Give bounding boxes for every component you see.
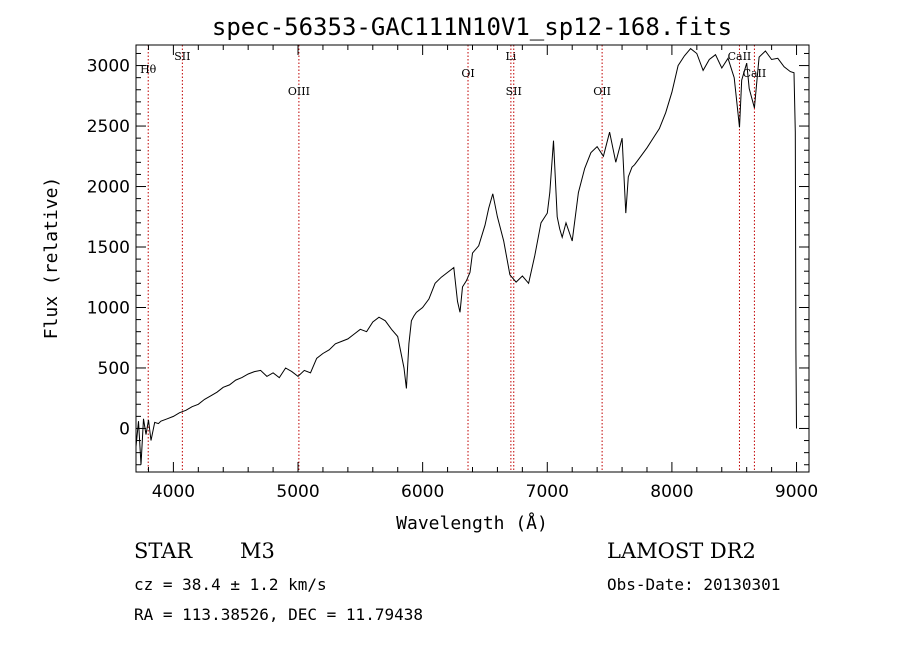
line-marker-label: OI [461, 67, 474, 80]
y-tick-label: 2500 [87, 117, 130, 137]
line-marker-label: CaII [743, 67, 767, 80]
y-tick-label: 0 [119, 419, 130, 439]
plot-frame [135, 44, 810, 473]
x-tick-label: 5000 [276, 482, 319, 502]
x-tick-label: 4000 [152, 482, 195, 502]
x-tick-label: 8000 [650, 482, 693, 502]
line-marker-label: SII [174, 50, 190, 63]
x-tick-label: 9000 [775, 482, 818, 502]
y-tick-label: 1000 [87, 298, 130, 318]
line-marker-label: Li [505, 50, 516, 63]
survey-name: LAMOST DR2 [607, 539, 756, 563]
spectral-line-markers: Hθ SII OIII OI Li SII OII CaII CaII [140, 45, 766, 472]
line-marker-label: Hθ [140, 63, 157, 76]
line-marker-label: OII [593, 85, 611, 98]
redshift-cz: cz = 38.4 ± 1.2 km/s [134, 575, 327, 594]
object-class: STAR [134, 539, 193, 563]
coordinates: RA = 113.38526, DEC = 11.79438 [134, 605, 423, 624]
observation-date: Obs-Date: 20130301 [607, 575, 780, 594]
x-tick-label: 6000 [401, 482, 444, 502]
line-marker-label: CaII [728, 50, 752, 63]
y-tick-label: 500 [98, 359, 130, 379]
y-tick-label: 3000 [87, 57, 130, 77]
chart-title: spec-56353-GAC111N10V1_sp12-168.fits [212, 13, 732, 41]
x-axis-label: Wavelength (Å) [396, 512, 548, 534]
y-tick-label: 1500 [87, 238, 130, 258]
object-subclass: M3 [240, 539, 275, 563]
axis-ticks [136, 45, 809, 472]
line-marker-label: OIII [288, 85, 310, 98]
y-tick-label: 2000 [87, 178, 130, 198]
y-axis-label: Flux (relative) [41, 177, 62, 340]
line-marker-label: SII [506, 85, 522, 98]
x-tick-label: 7000 [526, 482, 569, 502]
axis-tick-labels: 4000 5000 6000 7000 8000 9000 0 500 1000 1500 2000… [87, 57, 818, 502]
spectrum-line [135, 47, 797, 465]
